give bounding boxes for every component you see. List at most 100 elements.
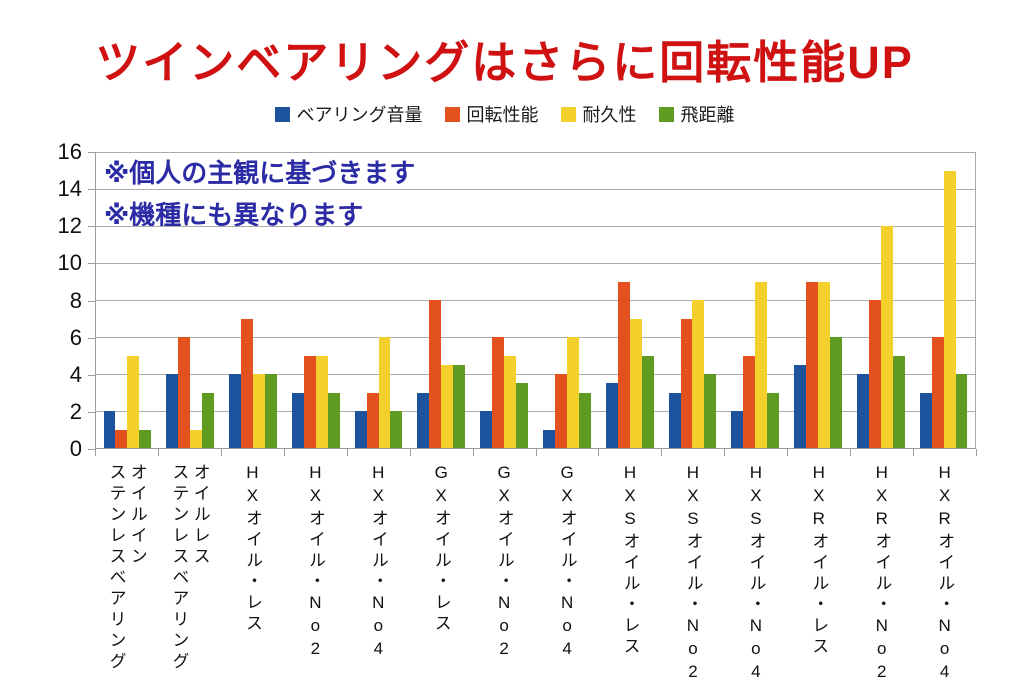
bar-耐久性-8 (629, 318, 642, 448)
bar-飛距離-0 (139, 429, 152, 448)
y-axis-label-4: 4 (69, 361, 82, 387)
x-axis-label-11: HXRオイル・レス (809, 463, 829, 658)
bar-ベアリング音量-4 (354, 411, 367, 448)
bar-回転性能-11 (806, 281, 819, 448)
bar-group-3 (284, 152, 347, 448)
gridline-y12 (96, 225, 975, 227)
gridline-y16 (96, 152, 975, 153)
bar-ベアリング音量-10 (731, 411, 744, 448)
y-axis-tick-2 (88, 411, 95, 413)
bar-group-2 (222, 152, 285, 448)
x-axis-tick-7 (535, 449, 537, 456)
legend-item-1: 回転性能 (444, 101, 539, 127)
bar-回転性能-3 (303, 355, 316, 448)
x-axis-tick-5 (409, 449, 411, 456)
bar-回転性能-2 (241, 318, 253, 448)
x-axis-label-9: HXSオイル・No2 (683, 463, 703, 685)
legend-item-0: ベアリング音量 (274, 101, 423, 127)
x-axis-tick-10 (724, 449, 726, 456)
bar-耐久性-7 (566, 337, 579, 448)
y-axis-tick-12 (88, 226, 95, 228)
x-axis-label-10: HXSオイル・No4 (746, 463, 766, 685)
bar-飛距離-13 (955, 374, 968, 448)
bar-回転性能-8 (617, 281, 630, 448)
x-axis-tick-12 (850, 449, 852, 456)
bar-飛距離-9 (704, 374, 717, 448)
bar-耐久性-11 (818, 281, 830, 448)
bar-ベアリング音量-5 (417, 392, 430, 448)
bar-回転性能-13 (931, 337, 944, 448)
y-axis-tick-16 (88, 152, 95, 153)
bar-group-0 (96, 152, 159, 448)
legend-swatch-icon (274, 106, 290, 122)
x-axis-label-1: オイルレス ステンレスベアリング (169, 463, 210, 673)
bar-回転性能-0 (115, 429, 128, 448)
legend-item-2: 耐久性 (560, 101, 637, 127)
y-axis-label-16: 16 (57, 139, 82, 164)
bar-group-12 (849, 152, 912, 448)
gridline-y14 (96, 188, 975, 190)
bar-耐久性-12 (880, 226, 893, 448)
annotation-line-1: ※個人の主観に基づきます (104, 158, 416, 188)
bar-飛距離-5 (453, 364, 466, 448)
x-axis-tick-14 (976, 449, 977, 456)
legend-item-3: 飛距離 (658, 101, 735, 127)
bar-耐久性-1 (190, 429, 203, 448)
y-axis-tick-6 (88, 337, 95, 339)
bar-飛距離-3 (327, 392, 340, 448)
bar-ベアリング音量-8 (605, 383, 618, 448)
bar-回転性能-10 (743, 355, 756, 448)
x-axis-label-7: GXオイル・No4 (557, 463, 577, 662)
bar-group-13 (912, 152, 975, 448)
bar-回転性能-4 (366, 392, 379, 448)
gridline-y10 (96, 262, 975, 264)
annotation-note: ※個人の主観に基づきます ※機種にも異なります (104, 152, 415, 236)
bar-飛距離-1 (202, 392, 215, 448)
y-axis-tick-0 (88, 449, 95, 450)
legend-swatch-icon (658, 106, 674, 122)
bar-回転性能-9 (680, 318, 693, 448)
x-axis-tick-9 (661, 449, 663, 456)
x-axis-tick-0 (95, 449, 96, 456)
bar-ベアリング音量-11 (794, 364, 807, 448)
bar-ベアリング音量-3 (291, 392, 304, 448)
bar-耐久性-10 (755, 281, 768, 448)
bar-回転性能-5 (429, 300, 442, 448)
y-axis-label-10: 10 (57, 250, 82, 276)
bar-飛距離-10 (767, 392, 780, 448)
gridline-y4 (96, 374, 975, 376)
bar-耐久性-9 (692, 300, 705, 448)
bar-回転性能-1 (178, 337, 191, 448)
bar-ベアリング音量-1 (166, 374, 179, 448)
gridline-y8 (96, 300, 975, 301)
legend-label: 耐久性 (582, 105, 637, 125)
bar-ベアリング音量-2 (229, 374, 242, 448)
annotation-line-2: ※機種にも異なります (104, 200, 364, 230)
bar-耐久性-2 (252, 374, 265, 448)
bar-飛距離-6 (516, 383, 528, 448)
x-axis-label-3: HXオイル・No2 (305, 463, 325, 662)
legend-label: 回転性能 (466, 105, 539, 125)
bar-ベアリング音量-12 (856, 374, 869, 448)
bar-回転性能-6 (492, 337, 505, 448)
bar-group-5 (410, 152, 473, 448)
x-axis-tick-6 (472, 449, 474, 456)
y-axis-label-8: 8 (69, 287, 82, 313)
chart-title: ツインベアリングはさらに回転性能UP (95, 37, 914, 88)
gridline-y2 (96, 411, 975, 413)
bar-ベアリング音量-9 (668, 392, 681, 448)
y-axis-tick-4 (88, 374, 95, 376)
legend-label: ベアリング音量 (296, 105, 423, 125)
bar-飛距離-7 (578, 392, 591, 448)
y-axis-tick-8 (88, 300, 95, 302)
y-axis-tick-10 (88, 263, 95, 265)
legend-swatch-icon (560, 106, 576, 122)
bar-飛距離-2 (264, 374, 277, 448)
bar-回転性能-7 (554, 374, 567, 448)
bar-飛距離-4 (390, 411, 403, 448)
x-axis-tick-3 (283, 449, 285, 456)
bar-耐久性-13 (943, 170, 956, 448)
bar-耐久性-0 (127, 355, 140, 448)
y-axis-label-0: 0 (69, 436, 82, 461)
